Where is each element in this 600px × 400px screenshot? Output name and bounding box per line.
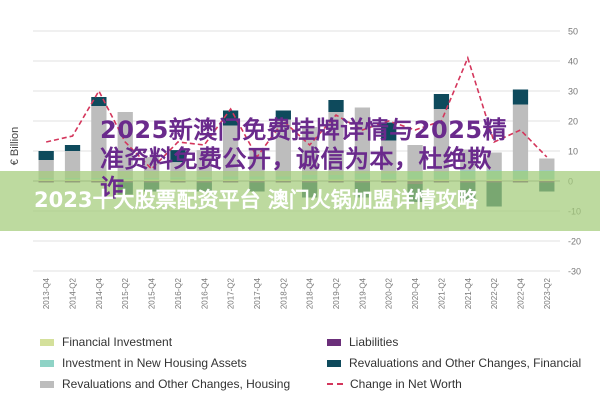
legend-label: Financial Investment	[62, 335, 173, 349]
y-tick-label: -20	[568, 237, 581, 247]
y-tick-label: -30	[568, 267, 581, 277]
bar-segment	[407, 145, 423, 172]
x-tick-label: 2020-Q2	[385, 277, 394, 309]
legend-item-net-worth: Change in Net Worth	[327, 376, 462, 392]
bar-segment	[486, 152, 502, 171]
net-worth-line	[45, 55, 548, 171]
x-tick-label: 2016-Q4	[200, 277, 209, 309]
y-tick-label: 50	[568, 27, 578, 37]
bar-segment	[91, 106, 107, 178]
overlay-subtitle: 2023十大股票配资平台 澳门火锅加盟详情攻略	[34, 188, 478, 212]
bar-segment	[275, 110, 291, 120]
legend-item-financial-investment: Financial Investment	[40, 334, 172, 350]
x-tick-label: 2014-Q2	[69, 277, 78, 309]
bar-segment	[512, 89, 529, 105]
bar-segment	[91, 97, 107, 106]
x-tick-label: 2022-Q2	[490, 277, 499, 309]
legend-label: Liabilities	[349, 335, 399, 349]
legend-swatch	[327, 359, 341, 367]
bar-segment	[539, 158, 555, 171]
x-tick-label: 2020-Q4	[411, 277, 420, 309]
x-tick-label: 2021-Q2	[437, 277, 446, 309]
bar-segment	[354, 107, 371, 174]
legend-swatch	[40, 380, 54, 388]
x-tick-label: 2015-Q4	[148, 277, 157, 309]
bar-segment	[328, 100, 344, 112]
legend-item-liabilities: Liabilities	[327, 334, 398, 350]
legend-label: Change in Net Worth	[350, 377, 462, 391]
legend-swatch	[327, 338, 341, 346]
x-tick-label: 2019-Q4	[358, 277, 367, 309]
bar-segment	[249, 149, 265, 177]
bar-segment	[222, 125, 239, 177]
x-tick-label: 2022-Q4	[516, 277, 525, 309]
x-tick-label: 2017-Q4	[253, 277, 262, 309]
x-tick-label: 2013-Q4	[42, 277, 51, 309]
legend-label: Revaluations and Other Changes, Housing	[62, 377, 291, 391]
bar-segment	[433, 94, 450, 109]
bar-segment	[64, 145, 81, 151]
legend-item-new-housing: Investment in New Housing Assets	[40, 355, 247, 371]
bar-segment	[512, 104, 529, 171]
legend-item-reval-housing: Revaluations and Other Changes, Housing	[40, 376, 290, 392]
x-tick-label: 2014-Q4	[95, 277, 104, 309]
x-tick-label: 2018-Q4	[306, 277, 315, 309]
legend-label: Revaluations and Other Changes, Financia…	[349, 356, 582, 370]
y-tick-label: 40	[568, 57, 578, 67]
x-tick-label: 2019-Q2	[332, 277, 341, 309]
bar-segment	[460, 149, 476, 171]
y-tick-label: 30	[568, 87, 578, 97]
y-tick-label: 20	[568, 117, 578, 127]
x-tick-label: 2017-Q2	[227, 277, 236, 309]
overlay-banner	[0, 171, 600, 231]
bar-segment	[196, 150, 212, 178]
x-tick-label: 2018-Q2	[279, 277, 288, 309]
legend: Financial Investment Investment in New H…	[40, 334, 600, 396]
legend-swatch	[40, 338, 54, 346]
overlay-title: 2025新澳门免费挂牌详情与2025精准资料免费公开，诚信为本，杜绝欺诈	[100, 116, 508, 202]
line-layer	[45, 55, 548, 171]
y-axis-label: € Billion	[9, 127, 21, 166]
legend-item-reval-financial: Revaluations and Other Changes, Financia…	[327, 355, 581, 371]
y-tick-labels: -30-20-1001020304050	[568, 27, 581, 277]
x-tick-label: 2015-Q2	[121, 277, 130, 309]
x-tick-labels: 2013-Q4 2014-Q2 2014-Q4 2015-Q2 2015-Q4 2016-…	[42, 277, 552, 309]
bar-segment	[170, 150, 186, 163]
legend-dash	[327, 383, 343, 385]
legend-swatch	[40, 359, 54, 367]
legend-label: Investment in New Housing Assets	[62, 356, 247, 370]
bar-segment	[381, 140, 397, 174]
bar-segment	[302, 127, 318, 175]
bar-segment	[38, 151, 54, 160]
x-tick-label: 2021-Q4	[464, 277, 473, 309]
bar-segment	[275, 119, 291, 177]
bar-segment	[433, 109, 450, 172]
bar-segment	[381, 122, 397, 141]
x-tick-label: 2016-Q2	[174, 277, 183, 309]
bar-segment	[117, 112, 133, 178]
bar-segment	[328, 112, 344, 175]
y-tick-label: 10	[568, 147, 578, 157]
x-tick-label: 2023-Q2	[543, 277, 552, 309]
